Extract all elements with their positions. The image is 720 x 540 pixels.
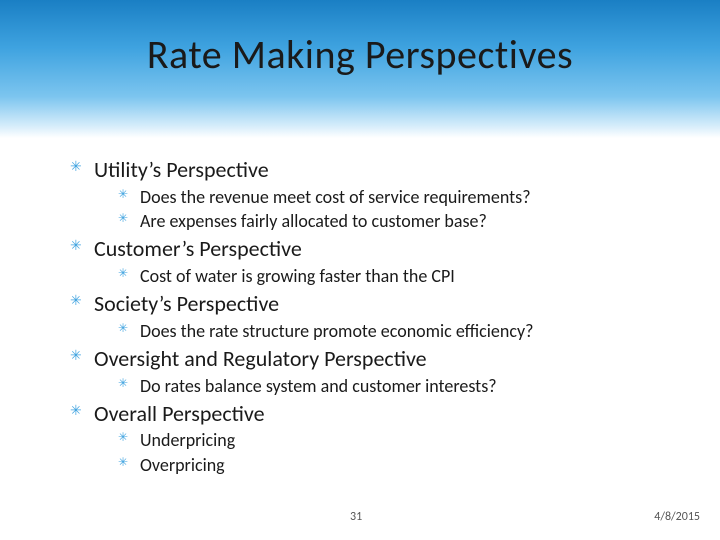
slide-title: Rate Making Perspectives <box>147 30 573 79</box>
footer-date: 4/8/2015 <box>654 510 700 524</box>
section-sublist: Do rates balance system and customer int… <box>70 374 670 398</box>
section-utility: Utility’s Perspective Does the revenue m… <box>70 156 670 233</box>
section-sublist: Does the rate structure promote economic… <box>70 319 670 343</box>
list-item: Does the revenue meet cost of service re… <box>118 185 670 209</box>
footer: 31 4/8/2015 <box>0 510 720 530</box>
content-area: Utility’s Perspective Does the revenue m… <box>0 138 720 477</box>
section-sublist: Underpricing Overpricing <box>70 428 670 477</box>
section-heading: Utility’s Perspective <box>70 156 670 185</box>
section-heading: Overall Perspective <box>70 400 670 429</box>
page-number: 31 <box>350 510 362 524</box>
list-item: Do rates balance system and customer int… <box>118 374 670 398</box>
list-item: Overpricing <box>118 453 670 477</box>
list-item: Does the rate structure promote economic… <box>118 319 670 343</box>
section-overall: Overall Perspective Underpricing Overpri… <box>70 400 670 477</box>
section-heading: Customer’s Perspective <box>70 235 670 264</box>
list-item: Underpricing <box>118 428 670 452</box>
section-sublist: Cost of water is growing faster than the… <box>70 264 670 288</box>
section-heading: Society’s Perspective <box>70 290 670 319</box>
section-heading: Oversight and Regulatory Perspective <box>70 345 670 374</box>
section-society: Society’s Perspective Does the rate stru… <box>70 290 670 343</box>
section-sublist: Does the revenue meet cost of service re… <box>70 185 670 234</box>
list-item: Cost of water is growing faster than the… <box>118 264 670 288</box>
header-gradient: Rate Making Perspectives <box>0 0 720 138</box>
list-item: Are expenses fairly allocated to custome… <box>118 209 670 233</box>
section-oversight: Oversight and Regulatory Perspective Do … <box>70 345 670 398</box>
section-customer: Customer’s Perspective Cost of water is … <box>70 235 670 288</box>
